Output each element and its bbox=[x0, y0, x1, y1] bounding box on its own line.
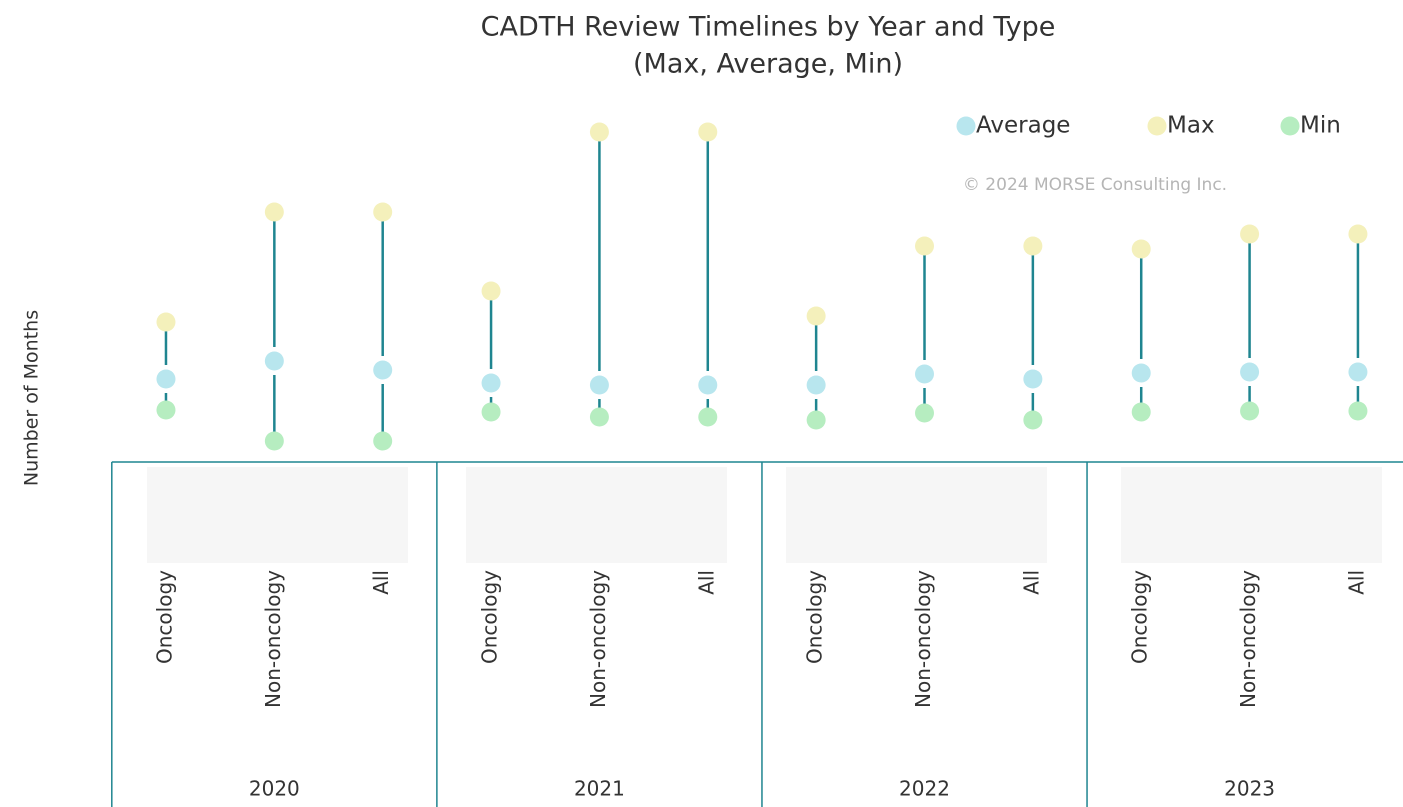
legend-label: Max bbox=[1167, 113, 1215, 139]
x-tick-label: Non-oncology bbox=[911, 570, 935, 708]
point-min bbox=[1023, 410, 1043, 430]
point-max bbox=[481, 281, 501, 301]
point-min bbox=[589, 407, 609, 427]
x-tick-label: Non-oncology bbox=[586, 570, 610, 708]
point-max bbox=[698, 122, 718, 142]
point-min bbox=[698, 407, 718, 427]
legend-label: Average bbox=[976, 113, 1070, 139]
y-axis-label: Number of Months bbox=[21, 310, 43, 486]
point-average bbox=[1348, 362, 1368, 382]
legend-swatch bbox=[1147, 116, 1167, 136]
x-tick-label: Oncology bbox=[478, 570, 502, 664]
point-average bbox=[264, 351, 284, 371]
point-average bbox=[915, 364, 934, 384]
point-max bbox=[806, 306, 826, 326]
legend-swatch bbox=[956, 116, 976, 136]
background-panel bbox=[1121, 467, 1382, 563]
chart-title: CADTH Review Timelines by Year and Type bbox=[481, 12, 1056, 43]
group-label: 2022 bbox=[899, 777, 950, 801]
point-min bbox=[373, 431, 393, 451]
x-tick-label: All bbox=[694, 570, 718, 595]
group-label: 2021 bbox=[574, 777, 625, 801]
background-panel bbox=[786, 467, 1047, 563]
point-average bbox=[156, 369, 176, 389]
point-average bbox=[589, 375, 609, 395]
point-min bbox=[156, 400, 176, 420]
point-average bbox=[481, 373, 501, 393]
point-min bbox=[1240, 401, 1260, 421]
point-max bbox=[156, 312, 176, 332]
point-max bbox=[1023, 236, 1043, 256]
point-max bbox=[373, 202, 393, 222]
point-max bbox=[1131, 239, 1151, 259]
group-label: 2020 bbox=[249, 777, 300, 801]
point-min bbox=[481, 402, 501, 422]
x-tick-label: All bbox=[1344, 570, 1368, 595]
point-max bbox=[589, 122, 609, 142]
group-label: 2023 bbox=[1224, 777, 1275, 801]
point-average bbox=[373, 360, 393, 380]
copyright: © 2024 MORSE Consulting Inc. bbox=[963, 175, 1227, 195]
legend-swatch bbox=[1280, 116, 1300, 136]
point-min bbox=[915, 403, 934, 423]
point-average bbox=[698, 375, 718, 395]
point-average bbox=[1131, 363, 1151, 383]
point-max bbox=[1240, 224, 1260, 244]
chart-subtitle: (Max, Average, Min) bbox=[633, 49, 903, 80]
point-average bbox=[1240, 362, 1260, 382]
x-tick-label: Oncology bbox=[1128, 570, 1152, 664]
background-panel bbox=[147, 467, 408, 563]
x-tick-label: Oncology bbox=[152, 570, 176, 664]
point-max bbox=[1348, 224, 1368, 244]
point-min bbox=[264, 431, 284, 451]
point-average bbox=[806, 375, 826, 395]
point-min bbox=[1348, 401, 1368, 421]
x-tick-label: Non-oncology bbox=[261, 570, 285, 708]
point-max bbox=[915, 236, 934, 256]
point-min bbox=[1131, 402, 1151, 422]
x-tick-label: Non-oncology bbox=[1236, 570, 1260, 708]
x-tick-label: All bbox=[369, 570, 393, 595]
point-min bbox=[806, 410, 826, 430]
point-max bbox=[264, 202, 284, 222]
background-panel bbox=[466, 467, 727, 563]
x-tick-label: Oncology bbox=[803, 570, 827, 664]
legend-label: Min bbox=[1300, 113, 1341, 139]
point-average bbox=[1023, 369, 1043, 389]
x-tick-label: All bbox=[1019, 570, 1043, 595]
